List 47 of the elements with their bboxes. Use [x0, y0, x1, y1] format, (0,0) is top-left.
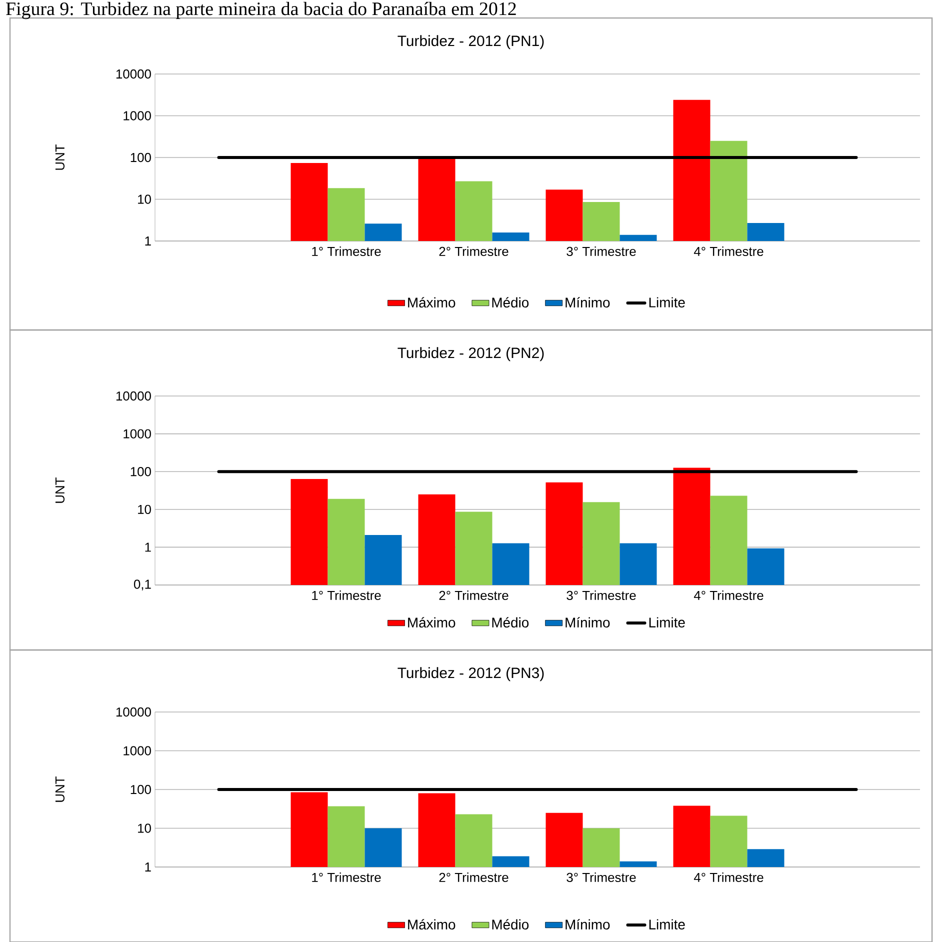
y-axis-title: UNT [55, 478, 65, 503]
y-tick-label: 10000 [116, 707, 151, 717]
y-tick-label: 10 [138, 824, 151, 833]
x-tick-label: 4° Trimestre [694, 590, 764, 600]
y-tick-label: 10 [138, 194, 151, 204]
y-tick-label: 100 [130, 152, 151, 162]
legend-label: Mínimo [566, 617, 610, 628]
legend-label: Máximo [408, 919, 456, 930]
y-tick-label: 1 [145, 236, 151, 246]
legend-label: Médio [492, 919, 529, 930]
legend-label: Mínimo [566, 919, 610, 930]
y-tick-label: 10000 [116, 391, 151, 401]
y-axis-title: UNT [55, 776, 65, 802]
y-tick-label: 1000 [124, 111, 151, 120]
legend-label: Limite [649, 919, 685, 930]
x-tick-label: 2° Trimestre [439, 872, 508, 882]
x-tick-label: 4° Trimestre [694, 246, 764, 256]
legend-label: Mínimo [566, 297, 610, 308]
y-tick-label: 100 [130, 784, 151, 794]
y-tick-label: 10 [138, 504, 151, 514]
y-tick-label: 1 [145, 862, 151, 872]
chart-title: Turbidez - 2012 (PN1) [398, 35, 544, 50]
y-tick-label: 1000 [124, 429, 151, 438]
text: Figura 9: Turbidez na parte mineira da bacia do Paranaíba em 2012 [6, 2, 516, 20]
y-tick-label: 1000 [124, 746, 151, 756]
x-tick-label: 2° Trimestre [439, 590, 508, 600]
legend-label: Máximo [408, 617, 456, 628]
legend-label: Máximo [408, 297, 456, 308]
chart-title: Turbidez - 2012 (PN2) [398, 347, 544, 362]
x-tick-label: 1° Trimestre [312, 590, 381, 600]
legend-label: Limite [649, 617, 685, 628]
x-tick-label: 3° Trimestre [566, 590, 636, 600]
x-tick-label: 1° Trimestre [312, 246, 381, 256]
x-tick-label: 4° Trimestre [694, 872, 764, 882]
legend-label: Médio [492, 297, 529, 308]
y-tick-label: 0,1 [134, 580, 151, 590]
y-tick-label: 1 [145, 542, 151, 552]
x-tick-label: 1° Trimestre [312, 872, 381, 882]
x-tick-label: 3° Trimestre [566, 246, 636, 256]
x-tick-label: 2° Trimestre [439, 246, 508, 256]
x-tick-label: 3° Trimestre [566, 872, 636, 882]
legend-label: Limite [649, 297, 685, 308]
legend-label: Médio [492, 617, 529, 628]
y-axis-title: UNT [55, 144, 65, 170]
y-tick-label: 10000 [116, 69, 151, 79]
y-tick-label: 100 [130, 467, 151, 476]
chart-title: Turbidez - 2012 (PN3) [398, 667, 544, 682]
